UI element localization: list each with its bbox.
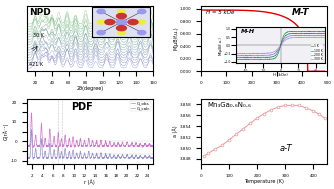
G_obs <box>80 145 84 147</box>
Text: NPD: NPD <box>29 8 51 17</box>
Text: PDF: PDF <box>71 102 93 112</box>
G_calc <box>29 129 33 131</box>
G_calc <box>46 157 50 159</box>
Text: a-T: a-T <box>279 144 292 153</box>
G_calc <box>151 157 155 159</box>
G_obs <box>94 143 98 145</box>
X-axis label: 2θ(degree): 2θ(degree) <box>76 86 104 91</box>
Y-axis label: M(μB/f.u.): M(μB/f.u.) <box>173 27 178 50</box>
Text: M-T: M-T <box>292 8 310 17</box>
X-axis label: r (Å): r (Å) <box>85 179 95 184</box>
X-axis label: Temperature (K): Temperature (K) <box>244 179 284 184</box>
Text: Mn₃Ga₀.₆N₀.₆: Mn₃Ga₀.₆N₀.₆ <box>207 102 251 108</box>
Line: G_obs: G_obs <box>27 113 153 148</box>
G_obs <box>31 146 35 149</box>
Text: 30 K: 30 K <box>33 33 44 38</box>
G_calc <box>80 157 84 159</box>
Legend: G_obs, G_calc: G_obs, G_calc <box>130 101 151 111</box>
Text: 421 K: 421 K <box>29 62 43 67</box>
G_obs <box>151 145 155 147</box>
G_calc <box>67 150 71 153</box>
G_obs <box>25 144 29 147</box>
G_calc <box>42 156 46 159</box>
Y-axis label: G(rÅ⁻¹): G(rÅ⁻¹) <box>3 123 9 140</box>
G_obs <box>67 137 71 139</box>
Text: H = 5 kOe: H = 5 kOe <box>206 9 234 15</box>
G_calc <box>31 158 35 160</box>
G_obs <box>29 112 33 114</box>
Line: G_calc: G_calc <box>27 130 153 159</box>
G_obs <box>42 145 46 147</box>
G_calc <box>94 155 98 157</box>
Y-axis label: a (Å): a (Å) <box>172 126 178 137</box>
G_calc <box>91 155 95 157</box>
G_calc <box>25 156 29 159</box>
G_obs <box>46 145 50 147</box>
G_obs <box>91 143 95 145</box>
